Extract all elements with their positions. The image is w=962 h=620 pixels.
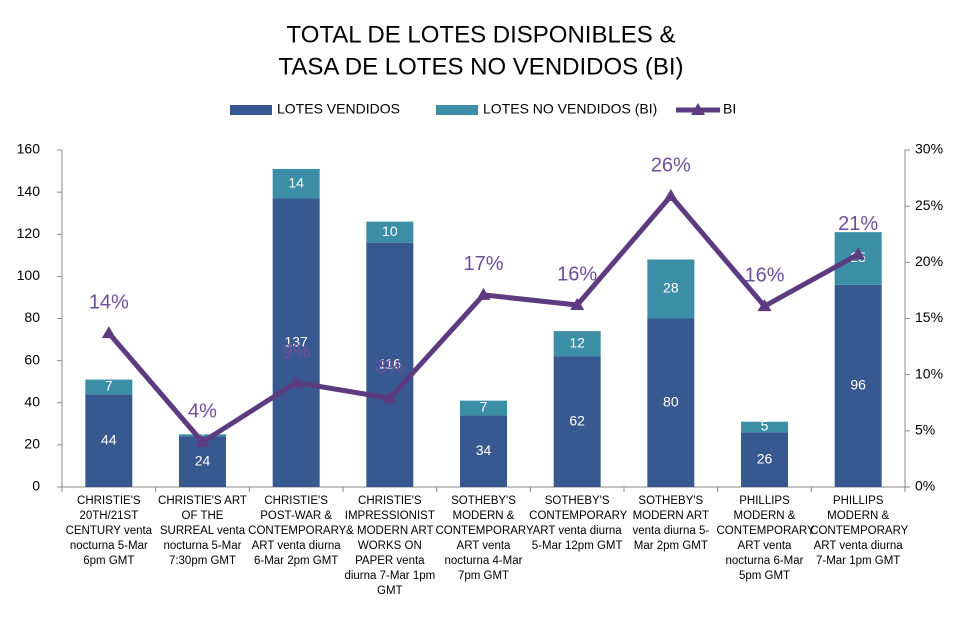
chart-title: TOTAL DE LOTES DISPONIBLES & bbox=[286, 21, 675, 48]
bar-value-label: 80 bbox=[663, 393, 679, 409]
bar-segment bbox=[553, 331, 601, 357]
bar-value-label: 62 bbox=[569, 412, 585, 428]
x-tick-label: SOTHEBY'S CONTEMPORARY ART venta diurna … bbox=[529, 495, 628, 552]
y-tick-label: 20 bbox=[24, 436, 40, 452]
bar-value-label: 24 bbox=[195, 452, 211, 468]
x-tick-label: PHILLIPS MODERN & CONTEMPORARY ART venta… bbox=[810, 495, 909, 567]
line-marker bbox=[289, 375, 304, 388]
line-marker bbox=[851, 247, 866, 260]
legend-swatch bbox=[436, 105, 478, 115]
line-value-label: 14% bbox=[89, 291, 129, 313]
x-tick-label: CHRISTIE'S 20TH/21ST CENTURY venta noctu… bbox=[65, 495, 153, 567]
chart-title: TASA DE LOTES NO VENDIDOS (BI) bbox=[279, 53, 684, 80]
line-marker bbox=[101, 326, 116, 339]
bar-value-label: 116 bbox=[379, 356, 402, 372]
x-tick-label: CHRISTIE'S POST-WAR & CONTEMPORARY ART v… bbox=[248, 495, 347, 567]
bar-segment bbox=[647, 318, 695, 487]
bar-value-label: 10 bbox=[382, 223, 398, 239]
line-value-label: 17% bbox=[463, 253, 503, 275]
y-tick-label: 100 bbox=[17, 267, 41, 283]
bar-value-label: 96 bbox=[850, 377, 866, 393]
y2-tick-label: 5% bbox=[915, 422, 935, 438]
y-tick-label: 120 bbox=[17, 225, 41, 241]
y-tick-label: 40 bbox=[24, 393, 40, 409]
line-value-label: 16% bbox=[744, 264, 784, 286]
bar-value-label: 7 bbox=[480, 399, 488, 415]
y-tick-label: 80 bbox=[24, 309, 40, 325]
bar-value-label: 14 bbox=[288, 174, 304, 190]
bar-segment bbox=[553, 356, 601, 487]
legend-swatch bbox=[230, 105, 272, 115]
line-marker bbox=[663, 189, 678, 202]
bar-segment bbox=[85, 394, 133, 487]
x-tick-label: PHILLIPS MODERN & CONTEMPORARY ART venta… bbox=[716, 495, 815, 582]
legend-label: LOTES VENDIDOS bbox=[277, 101, 400, 117]
bar-segment bbox=[741, 421, 788, 433]
line-value-label: 16% bbox=[557, 263, 597, 285]
bar-value-label: 26 bbox=[757, 450, 773, 466]
bar-value-label: 12 bbox=[569, 334, 585, 350]
bar-segment bbox=[741, 432, 788, 487]
line-marker bbox=[382, 391, 397, 404]
y2-tick-label: 10% bbox=[915, 365, 943, 381]
bar-value-label: 1 bbox=[199, 426, 207, 442]
bar-segment bbox=[647, 259, 695, 319]
line-marker bbox=[195, 435, 210, 448]
legend-label: BI bbox=[723, 101, 736, 117]
bar-value-label: 7 bbox=[105, 378, 113, 394]
line-value-label: 21% bbox=[838, 213, 878, 235]
bar-segment bbox=[460, 415, 507, 487]
y-tick-label: 140 bbox=[17, 183, 41, 199]
bar-value-label: 34 bbox=[476, 442, 492, 458]
y2-tick-label: 15% bbox=[915, 309, 943, 325]
x-tick-label: CHRISTIE'S ART OF THE SURREAL venta noct… bbox=[158, 495, 247, 567]
y2-tick-label: 0% bbox=[915, 478, 935, 494]
bar-segment bbox=[834, 284, 882, 487]
x-tick-label: CHRISTIE'S IMPRESSIONIST & MODERN ART WO… bbox=[344, 495, 436, 597]
bar-segment bbox=[460, 400, 507, 416]
line-value-label: 26% bbox=[651, 154, 691, 176]
bar-value-label: 5 bbox=[761, 418, 769, 434]
line-marker bbox=[757, 299, 772, 312]
bar-segment bbox=[85, 379, 133, 395]
y-tick-label: 60 bbox=[24, 351, 40, 367]
bar-value-label: 137 bbox=[284, 333, 308, 349]
line-value-label: 4% bbox=[188, 400, 217, 422]
legend-label: LOTES NO VENDIDOS (BI) bbox=[483, 101, 657, 117]
y2-tick-label: 25% bbox=[915, 197, 943, 213]
line-marker bbox=[476, 287, 491, 300]
bar-segment bbox=[272, 168, 320, 199]
bar-value-label: 28 bbox=[663, 280, 679, 296]
x-tick-label: SOTHEBY'S MODERN ART venta diurna 5-Mar … bbox=[632, 495, 710, 552]
line-value-label: 9% bbox=[282, 341, 311, 363]
bar-value-label: 44 bbox=[101, 431, 117, 447]
y2-tick-label: 30% bbox=[915, 141, 943, 157]
y2-tick-label: 20% bbox=[915, 253, 943, 269]
x-tick-label: SOTHEBY'S MODERN & CONTEMPORARY ART vent… bbox=[435, 495, 534, 582]
legend-marker bbox=[691, 103, 705, 115]
y-tick-label: 160 bbox=[17, 141, 41, 157]
bar-segment bbox=[366, 221, 414, 243]
y-tick-label: 0 bbox=[32, 478, 40, 494]
bar-segment bbox=[272, 198, 320, 487]
line-marker bbox=[570, 298, 585, 311]
bar-segment bbox=[366, 242, 414, 487]
line-value-label: 8% bbox=[375, 357, 404, 379]
